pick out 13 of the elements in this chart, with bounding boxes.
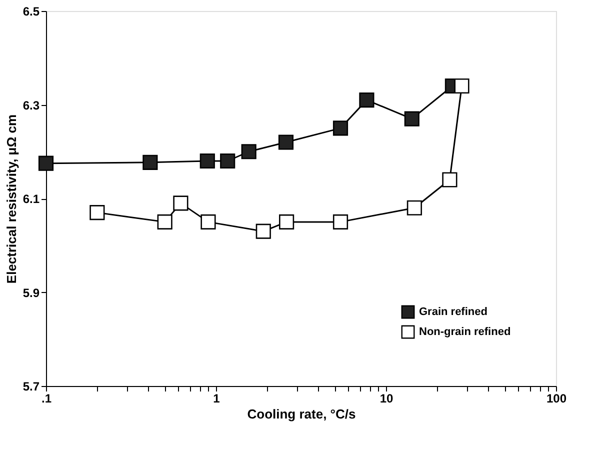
x-tick-label: 100	[546, 392, 567, 406]
y-tick-label: 5.7	[22, 380, 40, 394]
y-tick-label: 6.1	[22, 192, 40, 206]
x-tick-label: .1	[41, 392, 52, 406]
x-tick-label: 10	[380, 392, 394, 406]
legend-label: Grain refined	[419, 306, 488, 318]
y-tick-label: 5.9	[22, 286, 40, 300]
y-axis-title: Electrical resistivity, μΩ cm	[4, 114, 19, 284]
legend-label: Non-grain refined	[419, 326, 511, 338]
x-tick-label: 1	[213, 392, 220, 406]
y-tick-label: 6.3	[22, 98, 40, 112]
y-tick-label: 6.5	[22, 4, 40, 18]
x-axis-title: Cooling rate, °C/s	[247, 406, 356, 422]
